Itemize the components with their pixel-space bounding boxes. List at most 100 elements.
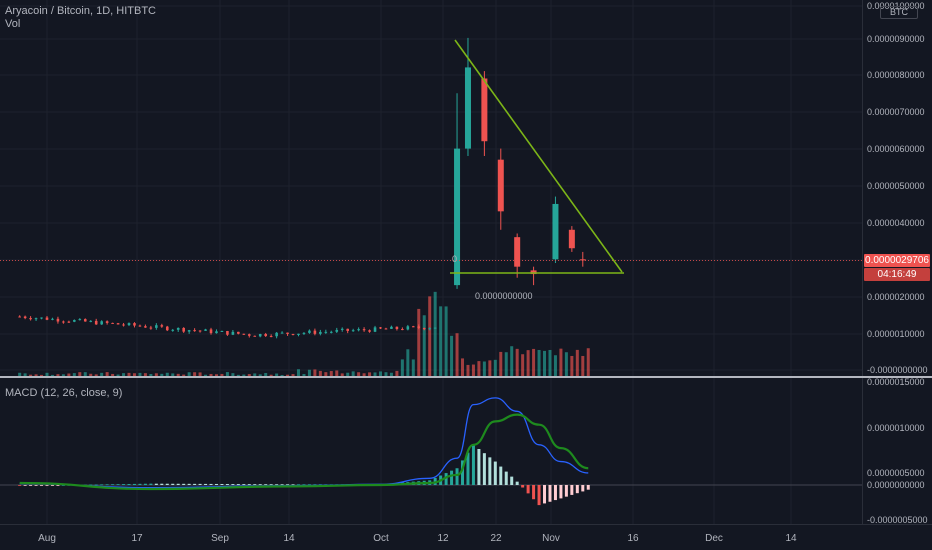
candle-body	[193, 330, 196, 332]
macd-hist-bar	[105, 484, 109, 486]
volume-bar	[247, 374, 251, 376]
macd-tick: 0.0000015000	[867, 378, 925, 387]
candle-body	[237, 331, 240, 334]
macd-hist-bar	[444, 473, 448, 485]
candle-body	[454, 148, 461, 286]
candle-body	[264, 334, 267, 337]
macd-hist-bar	[111, 484, 115, 486]
macd-hist-bar	[581, 485, 585, 492]
macd-hist-bar	[532, 485, 536, 500]
volume-bar	[543, 350, 547, 376]
macd-hist-bar	[127, 483, 131, 485]
macd-hist-bar	[482, 453, 486, 485]
candle-body	[395, 326, 399, 330]
volume-bar	[127, 372, 131, 376]
volume-bar	[586, 348, 590, 376]
macd-tick: 0.0000000000	[867, 480, 925, 490]
macd-hist-bar	[187, 483, 191, 485]
candle-body	[302, 332, 306, 334]
candle-body	[155, 325, 158, 328]
candle-body	[149, 327, 153, 329]
macd-hist-bar	[122, 484, 126, 485]
macd-hist-bar	[198, 483, 202, 485]
volume-bar	[477, 361, 481, 376]
macd-tick: 0.0000005000	[867, 468, 925, 478]
volume-bar	[439, 306, 443, 376]
volume-bar	[182, 374, 186, 376]
candle-body	[23, 316, 27, 319]
candle-body	[406, 326, 410, 330]
volume-bar	[515, 348, 519, 376]
candle-body	[83, 319, 87, 322]
volume-bar	[400, 359, 404, 376]
time-tick: Oct	[373, 533, 389, 544]
volume-bar	[379, 371, 382, 376]
price-tick: 0.0000070000	[867, 107, 925, 117]
macd-hist-bar	[89, 484, 93, 486]
macd-legend[interactable]: MACD (12, 26, close, 9)	[5, 387, 123, 399]
last-price-label: 0.0000029706	[864, 254, 930, 267]
macd-pane[interactable]	[0, 378, 862, 524]
candle-body	[514, 237, 521, 267]
price-tick: 0.0000040000	[867, 218, 925, 228]
candle-body	[552, 203, 559, 260]
macd-hist-bar	[40, 485, 44, 486]
volume-bar	[100, 372, 104, 376]
time-tick: Aug	[38, 533, 56, 544]
volume-bar	[329, 371, 333, 376]
price-axis[interactable]: 0.00001000000.00000900000.00000800000.00…	[862, 0, 932, 376]
volume-bar	[422, 315, 426, 376]
volume-label[interactable]: Vol	[5, 18, 21, 30]
candle-body	[78, 319, 82, 321]
volume-bar	[61, 374, 65, 376]
zero-label-left: 0	[452, 254, 457, 264]
candle-body	[187, 330, 191, 332]
volume-bar	[466, 364, 470, 376]
volume-bar	[122, 373, 126, 376]
candle-body	[165, 326, 169, 331]
currency-badge[interactable]: BTC	[880, 6, 918, 19]
macd-hist-bar	[504, 471, 508, 485]
volume-bar	[286, 374, 290, 376]
volume-bar	[564, 352, 568, 376]
volume-bar	[253, 373, 257, 376]
volume-bar	[138, 372, 142, 376]
volume-bar	[225, 372, 229, 376]
macd-hist-bar	[488, 457, 492, 485]
candle-body	[133, 323, 136, 326]
candle-body	[390, 326, 393, 329]
signal-line	[19, 413, 589, 491]
volume-bar	[187, 372, 191, 376]
volume-bar	[231, 373, 235, 376]
chart-legend: Aryacoin / Bitcoin, 1D, HITBTC Vol	[5, 5, 156, 31]
candle-body	[111, 322, 114, 324]
price-pane[interactable]: 0 0.0000000000	[0, 0, 862, 376]
macd-grid	[46, 378, 792, 524]
descending-trendline[interactable]	[454, 39, 623, 273]
volume-bar	[450, 335, 454, 376]
macd-hist-bar	[515, 481, 519, 485]
time-tick: 12	[437, 533, 449, 544]
candle-body	[18, 316, 21, 318]
time-axis[interactable]: Aug 17 Sep 14 Oct 12 22 Nov 16 Dec 14	[0, 524, 932, 550]
price-tick: -0.0000000000	[867, 365, 928, 375]
symbol-title[interactable]: Aryacoin / Bitcoin, 1D, HITBTC	[5, 5, 156, 17]
volume-bar	[384, 372, 388, 376]
macd-hist-bar	[461, 460, 465, 485]
macd-hist-bar	[45, 485, 49, 486]
time-tick: 14	[785, 533, 797, 544]
volume-bar	[389, 372, 393, 376]
macd-axis[interactable]: 0.0000015000 0.0000010000 0.0000005000 0.00…	[862, 378, 932, 524]
volume-bar	[346, 372, 350, 376]
macd-hist-bar	[477, 448, 481, 485]
macd-hist-bar	[231, 484, 235, 485]
volume-bar	[149, 373, 153, 376]
pane-separator[interactable]	[0, 376, 932, 378]
candle-body	[384, 328, 388, 330]
volume-bar	[264, 373, 268, 376]
volume-bar	[488, 360, 492, 376]
candle-body	[568, 229, 575, 249]
macd-hist-bar	[247, 484, 251, 485]
volume-bar	[461, 358, 465, 376]
volume-bar	[34, 374, 38, 376]
